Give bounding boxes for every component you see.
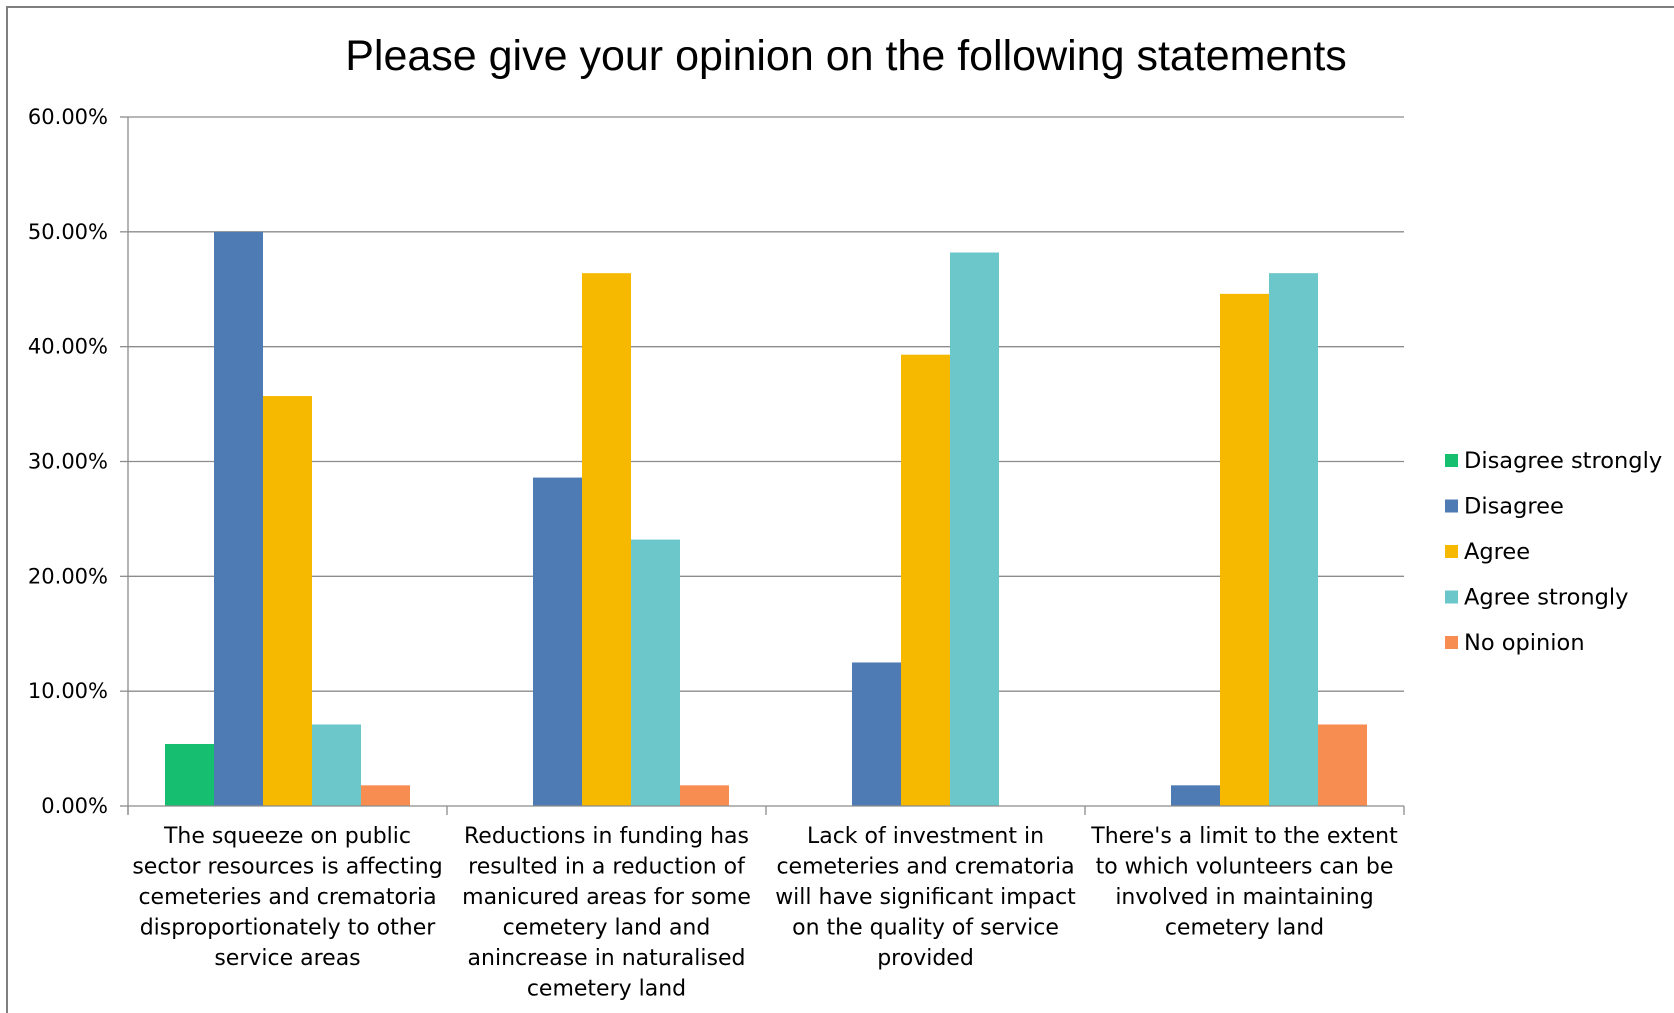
bar <box>1171 785 1220 806</box>
bar <box>950 252 999 807</box>
legend-label: Agree <box>1464 539 1530 565</box>
legend-swatch <box>1445 454 1458 467</box>
category-label: Reductions in funding has resulted in a r… <box>462 824 751 1002</box>
bar <box>1220 293 1269 806</box>
bar <box>582 273 631 806</box>
legend-swatch <box>1445 545 1458 558</box>
bar <box>1269 273 1318 806</box>
y-tick-label: 20.00% <box>28 564 108 588</box>
bar <box>312 724 361 806</box>
legend-label: Disagree strongly <box>1464 448 1662 474</box>
bars <box>165 231 1367 807</box>
y-axis: 0.00% 10.00% 20.00% 30.00% 40.00% 50.00% 60.00… <box>28 105 129 818</box>
bar <box>533 477 582 806</box>
legend-label: No opinion <box>1464 630 1585 656</box>
legend-label: Agree strongly <box>1464 585 1628 611</box>
legend-swatch <box>1445 590 1458 604</box>
category-label: The squeeze on public sector resources is… <box>132 824 442 971</box>
category-label: There's a limit to the extent to which vo… <box>1090 824 1398 941</box>
bar <box>901 354 950 806</box>
category-label: Lack of investment in cemeteries and crem… <box>775 824 1076 971</box>
y-tick-label: 30.00% <box>28 450 108 474</box>
legend: Disagree strongly Disagree Agree Agree stro… <box>1445 448 1662 656</box>
y-tick-label: 60.00% <box>28 105 108 129</box>
x-axis: The squeeze on public sector resources is… <box>127 805 1405 1002</box>
bar <box>214 231 263 807</box>
legend-swatch <box>1445 499 1458 513</box>
bar <box>1318 724 1367 806</box>
y-tick-label: 40.00% <box>28 335 108 359</box>
bar <box>631 539 680 806</box>
y-tick-label: 10.00% <box>28 679 108 703</box>
bar <box>680 785 729 806</box>
chart-title: Please give your opinion on the followin… <box>345 32 1347 80</box>
legend-label: Disagree <box>1464 494 1564 520</box>
y-tick-label: 50.00% <box>28 220 108 244</box>
legend-swatch <box>1445 636 1458 649</box>
bar <box>361 785 410 806</box>
gridlines <box>128 116 1404 692</box>
bar <box>852 662 901 806</box>
bar <box>165 743 214 806</box>
bar <box>263 396 312 806</box>
y-tick-label: 0.00% <box>41 794 108 818</box>
